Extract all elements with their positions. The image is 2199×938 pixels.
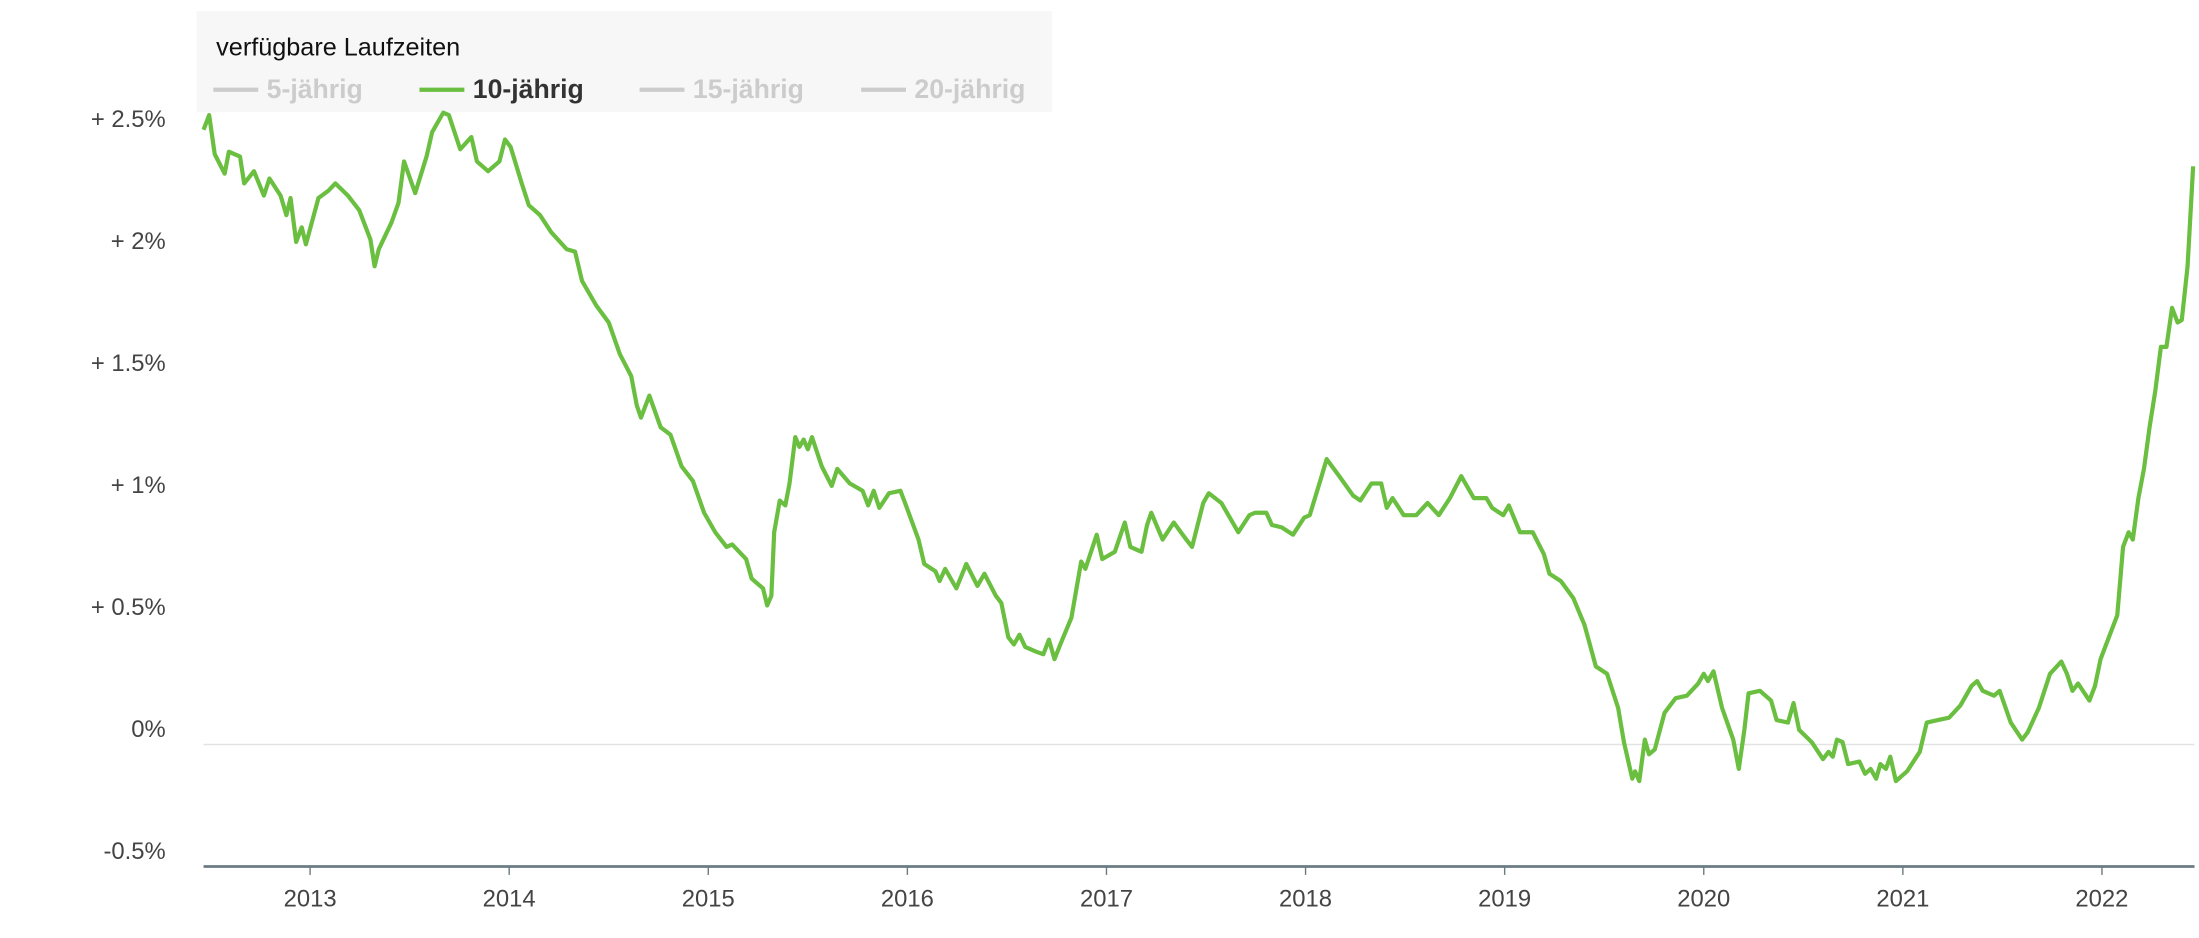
y-tick-label: 0% — [131, 716, 165, 743]
x-tick-label: 2019 — [1478, 885, 1531, 912]
x-tick-label: 2014 — [483, 885, 536, 912]
legend-item[interactable]: 15-jährig — [639, 74, 804, 104]
x-tick-label: 2015 — [682, 885, 735, 912]
legend-label: 10-jährig — [473, 74, 584, 104]
legend-label: 20-jährig — [914, 74, 1025, 104]
y-tick-label: + 1% — [111, 472, 166, 499]
x-tick-label: 2022 — [2075, 885, 2128, 912]
legend-label: 15-jährig — [693, 74, 804, 104]
y-tick-label: + 0.5% — [91, 594, 166, 621]
x-tick-label: 2013 — [284, 885, 337, 912]
legend-box — [196, 11, 1052, 113]
y-tick-label: + 2% — [111, 228, 166, 255]
x-tick-label: 2017 — [1080, 885, 1133, 912]
x-tick-label: 2018 — [1279, 885, 1332, 912]
x-tick-label: 2016 — [881, 885, 934, 912]
y-tick-label: + 2.5% — [91, 106, 166, 133]
x-tick-label: 2021 — [1876, 885, 1929, 912]
y-tick-label: + 1.5% — [91, 350, 166, 377]
x-tick-label: 2020 — [1677, 885, 1730, 912]
y-tick-label: -0.5% — [103, 838, 165, 865]
legend-item[interactable]: 5-jährig — [213, 74, 363, 104]
legend-label: 5-jährig — [267, 74, 363, 104]
legend-item[interactable]: 20-jährig — [861, 74, 1025, 104]
legend-title: verfügbare Laufzeiten — [216, 34, 460, 62]
legend-item[interactable]: 10-jährig — [419, 74, 584, 104]
data-line — [201, 110, 2196, 784]
